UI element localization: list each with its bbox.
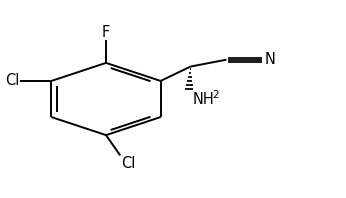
Text: Cl: Cl xyxy=(4,73,19,89)
Text: N: N xyxy=(265,52,276,67)
Text: NH: NH xyxy=(192,92,214,108)
Text: F: F xyxy=(102,25,110,40)
Text: Cl: Cl xyxy=(121,156,136,171)
Text: 2: 2 xyxy=(212,90,218,100)
